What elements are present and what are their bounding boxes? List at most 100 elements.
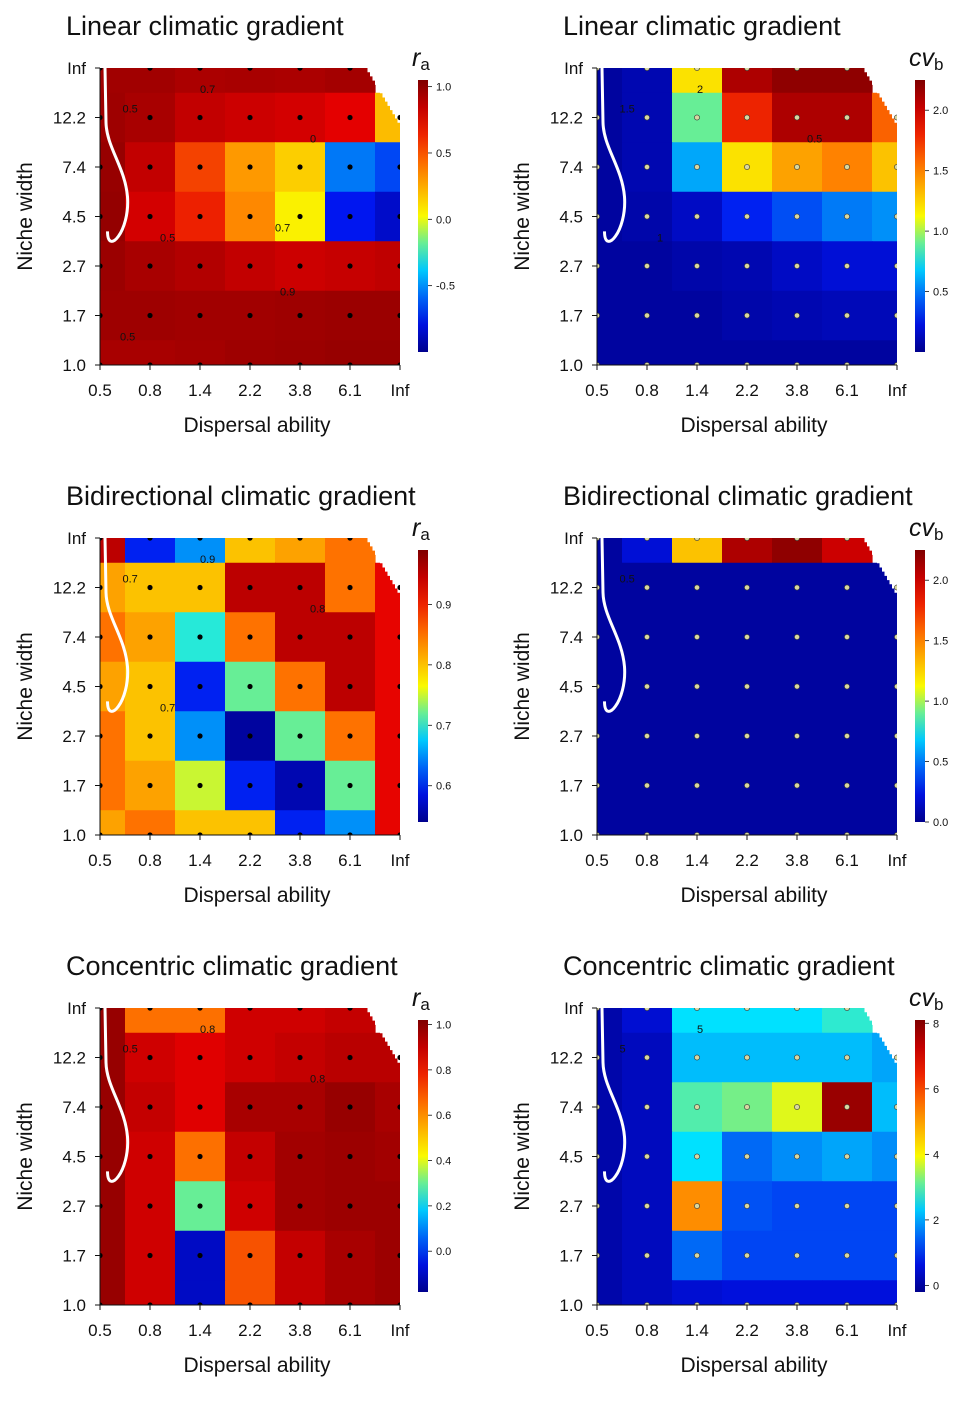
y-tick-label: 2.7 [62,257,86,276]
x-tick-label: 3.8 [288,381,312,400]
grid-point [694,1203,700,1209]
chart-panel-1: Linear climatic gradient 0.5 0.7 0 0.5 0.7 0.9… [0,0,478,470]
contour-label: 2 [697,84,703,96]
heatmap-cell [125,810,176,835]
contour-label: 0.8 [310,603,325,615]
heatmap-cell [375,241,400,292]
grid-point [247,733,253,739]
grid-point [744,733,750,739]
missing-region [862,1008,897,1063]
heatmap-cell [722,1280,773,1305]
colorbar-title: ra [412,984,430,1014]
heatmap-cell [622,810,673,835]
heatmap-cell [225,340,276,365]
grid-point [100,733,103,739]
y-axis-label: Niche width [14,162,37,271]
colorbar-tick-label: 1.0 [933,226,948,238]
x-tick-label: 2.2 [238,381,262,400]
y-tick-label: 4.5 [62,208,86,227]
x-tick-label: Inf [391,851,410,870]
grid-point [100,584,103,591]
grid-point [794,114,800,121]
grid-point [147,1008,153,1011]
grid-point [347,362,353,365]
x-tick-label: 2.2 [735,381,759,400]
grid-point [247,114,253,121]
colorbar-tick-label: 0.0 [436,1246,451,1258]
grid-point [100,1054,103,1061]
heatmap-cell [822,810,873,835]
heatmap-cell [375,1280,400,1305]
colorbar-tick-label: 1.0 [933,696,948,708]
colorbar-tick-label: 8 [933,1018,939,1030]
colorbar-tick-label: 1.5 [933,636,948,648]
heatmap-cell [225,538,276,564]
contour-label: 0.5 [807,133,822,145]
contour-label: 0.9 [200,554,215,566]
heatmap-cell [622,68,673,94]
colorbar-tick-label: 1.5 [933,166,948,178]
grid-point [644,634,650,640]
colorbar-tick-label: 0.8 [436,660,451,672]
heatmap-cell [622,1280,673,1305]
grid-point [100,213,103,220]
contour-label: 1.5 [620,104,635,116]
grid-point [397,683,400,690]
colorbar-tick-label: 2.0 [933,575,948,587]
grid-point [197,1153,203,1160]
grid-point [644,683,650,690]
grid-point [794,1153,800,1160]
grid-point [794,584,800,591]
heatmap-cell [125,538,176,564]
grid-point [247,782,253,789]
heatmap-cell [597,241,623,292]
heatmap-cell [597,1230,623,1281]
heatmap-cell [175,340,226,365]
heatmap-cell [125,68,176,94]
grid-point [694,263,700,269]
heatmap-cell [872,1082,897,1133]
grid-point [197,1203,203,1209]
heatmap-cell [100,290,126,341]
grid-point [744,538,750,541]
heatmap-cell [175,810,226,835]
grid-point [297,213,303,220]
grid-point [694,312,700,319]
grid-point [297,538,303,541]
heatmap-cells: 0.5 0.7 0 0.5 0.7 0.9 0.5 [100,68,400,365]
y-tick-label: 1.0 [62,356,86,375]
grid-point [694,164,700,170]
x-axis-label: Dispersal ability [680,1354,828,1377]
heatmap-cell [100,241,126,292]
colorbar-tick-label: 1.0 [436,1020,451,1032]
grid-point [694,733,700,739]
x-tick-label: 0.8 [635,1321,659,1340]
x-tick-label: 0.8 [635,851,659,870]
x-tick-label: 1.4 [188,1321,212,1340]
y-tick-label: 12.2 [550,109,583,128]
heatmap-cell [822,68,873,94]
grid-point [247,1054,253,1061]
grid-point [297,782,303,789]
grid-point [844,114,850,121]
grid-point [397,1203,400,1209]
y-tick-label: 4.5 [559,1148,583,1167]
grid-point [694,213,700,220]
x-tick-label: Inf [888,1321,907,1340]
heatmap-cell [375,142,400,193]
grid-point [397,213,400,220]
heatmap-cell [275,810,326,835]
y-tick-label: Inf [564,529,583,548]
grid-point [794,213,800,220]
grid-point [297,1252,303,1259]
y-tick-label: Inf [564,999,583,1018]
grid-point [147,213,153,220]
grid-point [197,362,203,365]
grid-point [147,312,153,319]
grid-point [744,683,750,690]
grid-point [397,1302,400,1305]
x-tick-label: 2.2 [238,1321,262,1340]
heatmap-cell [722,340,773,365]
contour-label: 0.5 [123,1044,138,1056]
grid-point [347,634,353,640]
